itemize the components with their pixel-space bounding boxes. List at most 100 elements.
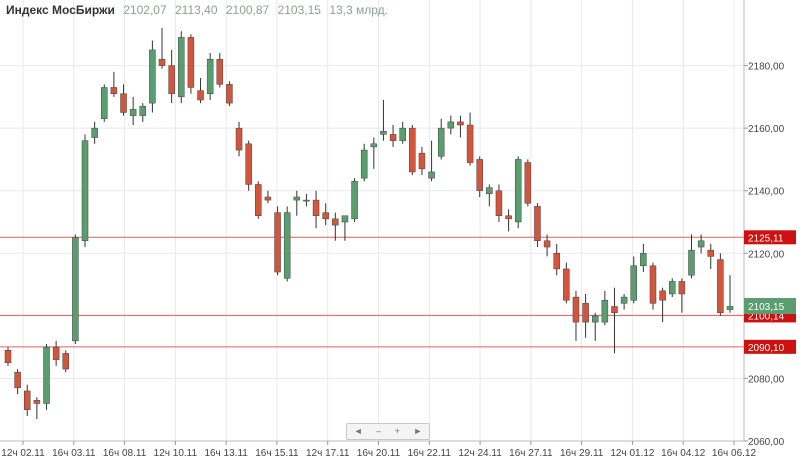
y-tick-label: 2120,00 [748, 249, 785, 260]
candle-body [91, 127, 98, 138]
candle-body [274, 212, 281, 273]
candle-body [649, 265, 657, 304]
candle-body [158, 59, 166, 66]
x-tick-label: 16ч 15.11 [255, 448, 299, 459]
candle-body [149, 49, 156, 104]
candle-body [62, 353, 70, 370]
candle-body [216, 59, 224, 85]
candle-body [495, 190, 503, 216]
x-tick-label: 12ч 24.11 [458, 448, 502, 459]
zoom-in-button[interactable]: + [394, 426, 400, 436]
volume-value: 13,3 млрд. [329, 3, 388, 17]
candle-body [668, 281, 676, 295]
y-tick-label: 2080,00 [748, 374, 785, 385]
candle-body [630, 265, 637, 301]
candle-body [226, 84, 233, 104]
candle-body [418, 152, 426, 170]
candle-body [640, 253, 647, 267]
scroll-right-icon[interactable]: ► [413, 426, 423, 436]
candle-body [81, 140, 89, 242]
candle-body [553, 253, 560, 270]
x-tick-label: 16ч 20.11 [357, 448, 401, 459]
level-label-box [744, 339, 796, 354]
instrument-name: Индекс МосБиржи [6, 3, 115, 17]
candle-body [707, 249, 714, 257]
candle-body [466, 124, 474, 163]
candle-body [33, 400, 41, 404]
candle-body [457, 121, 464, 126]
candle-body [360, 149, 368, 179]
candle-body [399, 127, 406, 141]
candle-body [235, 127, 243, 151]
candle-body [717, 259, 724, 313]
candle-body [524, 162, 532, 204]
candle-body [52, 346, 60, 360]
x-tick-label: 16ч 04.12 [661, 448, 706, 459]
zoom-out-button[interactable]: – [376, 426, 382, 436]
chart-header: Индекс МосБиржи 2102,07 2113,40 2100,87 … [6, 3, 393, 17]
level-label: 2125,11 [748, 233, 784, 244]
close-value: 2103,15 [277, 3, 321, 17]
y-tick-label: 2160,00 [748, 124, 785, 135]
x-tick-label: 12ч 02.11 [1, 448, 45, 459]
candle-body [726, 306, 734, 310]
candle-body [514, 159, 522, 223]
level-label: 2090,10 [748, 343, 785, 354]
candle-body [620, 296, 628, 304]
candle-body [322, 212, 329, 220]
candle-body [120, 93, 127, 113]
candle-body [437, 127, 445, 157]
candle-body [389, 134, 397, 141]
x-tick-label: 16ч 22.11 [408, 448, 452, 459]
candle-body [206, 59, 214, 94]
candle-body [351, 181, 358, 220]
candle-body [283, 212, 291, 279]
y-tick-label: 2060,00 [748, 437, 785, 448]
x-tick-label: 16ч 03.11 [52, 448, 96, 459]
y-tick-label: 2140,00 [748, 187, 785, 198]
candle-body [197, 90, 204, 101]
candle-body [534, 206, 541, 242]
chart-navigator: ◄ – + ► [346, 423, 430, 440]
candle-body [101, 87, 108, 120]
open-value: 2102,07 [123, 3, 167, 17]
candle-body [139, 105, 147, 116]
candle-body [697, 240, 705, 248]
candle-body [380, 131, 387, 135]
candle-body [129, 109, 137, 116]
candle-body [543, 240, 551, 248]
y-tick-label: 2180,00 [748, 62, 785, 73]
candle-body [582, 303, 589, 323]
candle-body [476, 159, 483, 191]
candle-body [245, 143, 252, 185]
candle-body [341, 215, 349, 223]
candle-body [611, 306, 618, 313]
candle-body [43, 346, 50, 404]
candle-body [168, 65, 175, 94]
x-tick-label: 12ч 01.12 [610, 448, 655, 459]
x-tick-label: 16ч 08.11 [103, 448, 147, 459]
level-label-box [744, 230, 796, 245]
candle-body [505, 215, 512, 220]
x-tick-label: 12ч 17.11 [306, 448, 350, 459]
candle-body [14, 371, 21, 389]
candle-body [332, 218, 339, 226]
candle-body [24, 390, 31, 410]
candle-body [659, 290, 666, 301]
candle-body [178, 37, 185, 98]
level-label: 2100,14 [748, 311, 785, 322]
candle-body [591, 315, 599, 323]
candle-body [72, 237, 79, 342]
candle-body [486, 187, 493, 195]
x-tick-label: 16ч 13.11 [204, 448, 248, 459]
candle-body [370, 143, 378, 148]
high-value: 2113,40 [175, 3, 218, 17]
candle-body [447, 121, 455, 129]
candle-body [563, 268, 570, 301]
candle-body [678, 281, 686, 295]
scroll-left-icon[interactable]: ◄ [353, 426, 363, 436]
candle-body [110, 87, 118, 94]
candle-body [409, 127, 416, 173]
candle-body [293, 196, 301, 201]
x-tick-label: 16ч 06.12 [712, 448, 757, 459]
